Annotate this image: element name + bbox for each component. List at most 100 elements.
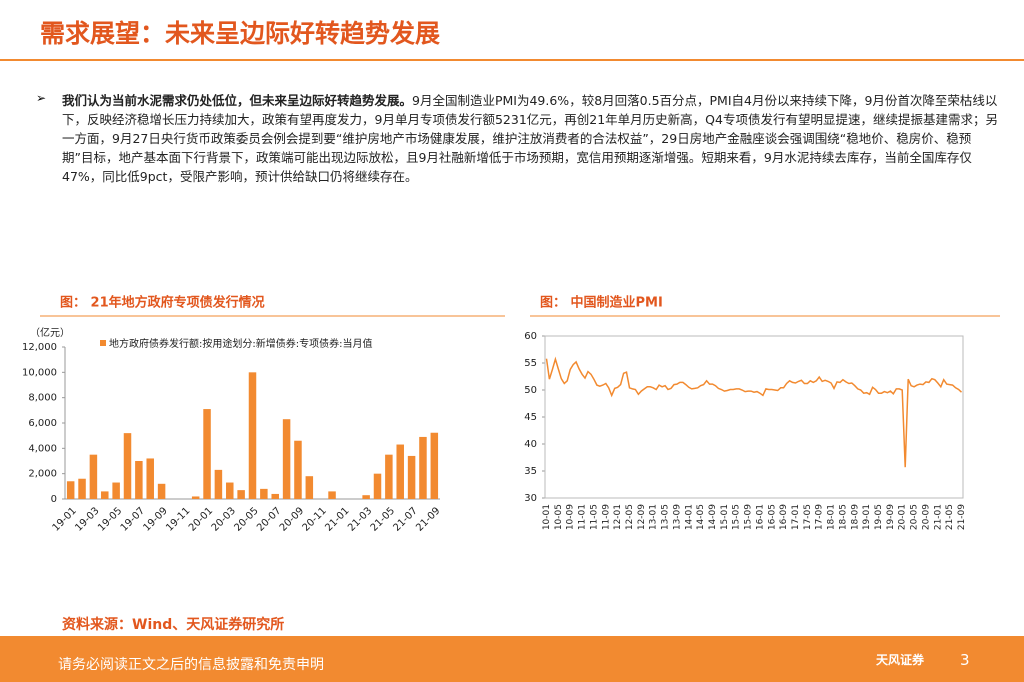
x-tick-label: 21-09 <box>414 505 442 533</box>
chart-title: 图： 21年地方政府专项债发行情况 <box>60 295 265 311</box>
x-tick-label: 14-01 <box>684 504 694 530</box>
x-tick-label: 13-01 <box>649 504 659 530</box>
x-tick-label: 19-11 <box>164 505 192 533</box>
bar <box>112 482 120 499</box>
y-tick-label: 8,000 <box>28 393 57 404</box>
x-tick-label: 10-09 <box>566 504 576 530</box>
x-tick-label: 19-07 <box>119 505 147 533</box>
x-tick-label: 21-01 <box>933 504 943 530</box>
x-tick-label: 12-05 <box>625 504 635 530</box>
header-rule <box>0 59 1024 61</box>
bar <box>362 495 370 499</box>
bar <box>89 454 98 499</box>
y-tick-label: 50 <box>524 385 537 396</box>
chart-title: 图： 中国制造业PMI <box>540 295 663 311</box>
x-tick-label: 19-05 <box>874 504 884 530</box>
y-tick-label: 6,000 <box>28 418 57 429</box>
x-tick-label: 16-09 <box>779 504 789 530</box>
x-tick-label: 20-01 <box>187 505 215 533</box>
y-tick-label: 10,000 <box>22 367 57 378</box>
paragraph: 我们认为当前水泥需求仍处低位，但未来呈边际好转趋势发展。9月全国制造业PMI为4… <box>62 91 1000 186</box>
x-tick-label: 21-09 <box>957 504 967 530</box>
bar <box>78 478 86 499</box>
x-tick-label: 16-01 <box>755 504 765 530</box>
x-tick-label: 21-05 <box>945 504 955 530</box>
x-tick-label: 19-09 <box>142 505 170 533</box>
y-tick-label: 60 <box>524 331 537 342</box>
x-tick-label: 20-11 <box>301 505 329 533</box>
x-tick-label: 13-05 <box>661 504 671 530</box>
y-tick-label: 35 <box>524 466 537 477</box>
bar <box>407 455 416 499</box>
legend-label: 地方政府债券发行额:按用途划分:新增债券:专项债券:当月值 <box>109 337 372 350</box>
bar <box>282 419 291 499</box>
x-tick-label: 20-07 <box>255 505 283 533</box>
bar <box>328 491 336 499</box>
bar <box>373 473 382 499</box>
legend-swatch <box>100 340 106 346</box>
x-tick-label: 21-01 <box>323 505 351 533</box>
body: 9月全国制造业PMI为49.6%，较8月回落0.5百分点，PMI自4月份以来持续… <box>62 93 998 184</box>
x-tick-label: 19-09 <box>886 504 896 530</box>
x-tick-label: 12-09 <box>637 504 647 530</box>
x-tick-label: 20-05 <box>910 504 920 530</box>
x-tick-label: 16-05 <box>767 504 777 530</box>
x-tick-label: 19-05 <box>96 505 124 533</box>
bar <box>430 432 439 499</box>
bar <box>396 444 404 499</box>
y-tick-label: 55 <box>524 358 537 369</box>
x-tick-label: 19-01 <box>862 504 872 530</box>
x-tick-label: 20-01 <box>898 504 908 530</box>
bar <box>66 481 75 499</box>
y-tick-label: 12,000 <box>22 342 57 353</box>
x-tick-label: 11-05 <box>589 504 599 530</box>
disclaimer: 请务必阅读正文之后的信息披露和免责申明 <box>58 657 324 673</box>
bar <box>214 469 223 499</box>
y-tick-label: 4,000 <box>28 443 57 454</box>
bar <box>260 488 268 499</box>
x-tick-label: 20-05 <box>232 505 260 533</box>
x-tick-label: 10-01 <box>542 504 552 530</box>
x-tick-label: 15-09 <box>744 504 754 530</box>
x-tick-label: 21-05 <box>369 505 397 533</box>
x-tick-label: 18-01 <box>827 504 837 530</box>
bar <box>305 476 314 499</box>
lead: 我们认为当前水泥需求仍处低位，但未来呈边际好转趋势发展。 <box>62 93 413 108</box>
bar <box>146 458 154 499</box>
bar <box>157 483 166 499</box>
x-tick-label: 15-05 <box>732 504 742 530</box>
x-tick-label: 14-09 <box>708 504 718 530</box>
page-title: 需求展望：未来呈边际好转趋势发展 <box>40 19 441 48</box>
bar <box>123 433 132 499</box>
bar <box>294 440 302 499</box>
x-tick-label: 17-05 <box>803 504 813 530</box>
source: 资料来源：Wind、天风证券研究所 <box>62 617 285 633</box>
x-tick-label: 17-09 <box>815 504 825 530</box>
x-tick-label: 21-03 <box>346 505 374 533</box>
x-tick-label: 11-09 <box>601 504 611 530</box>
bar <box>135 461 143 499</box>
y-tick-label: 45 <box>524 412 537 423</box>
bar <box>237 490 245 499</box>
x-tick-label: 20-03 <box>210 505 238 533</box>
x-tick-label: 12-01 <box>613 504 623 530</box>
y-tick-label: 0 <box>51 494 57 505</box>
x-tick-label: 20-09 <box>921 504 931 530</box>
x-tick-label: 18-05 <box>838 504 848 530</box>
y-axis-label: （亿元） <box>30 326 70 339</box>
x-tick-label: 10-05 <box>554 504 564 530</box>
x-tick-label: 15-01 <box>720 504 730 530</box>
y-tick-label: 2,000 <box>28 469 57 480</box>
y-tick-label: 40 <box>524 439 537 450</box>
bar <box>203 409 211 499</box>
line <box>545 356 963 468</box>
x-tick-label: 19-01 <box>51 505 79 533</box>
x-tick-label: 18-09 <box>850 504 860 530</box>
x-tick-label: 19-03 <box>73 505 101 533</box>
bar <box>385 454 393 499</box>
footer: 请务必阅读正文之后的信息披露和免责申明 天风证券 3 <box>0 636 1024 682</box>
bar <box>248 372 257 499</box>
page-number: 3 <box>960 651 970 669</box>
x-tick-label: 13-09 <box>672 504 682 530</box>
